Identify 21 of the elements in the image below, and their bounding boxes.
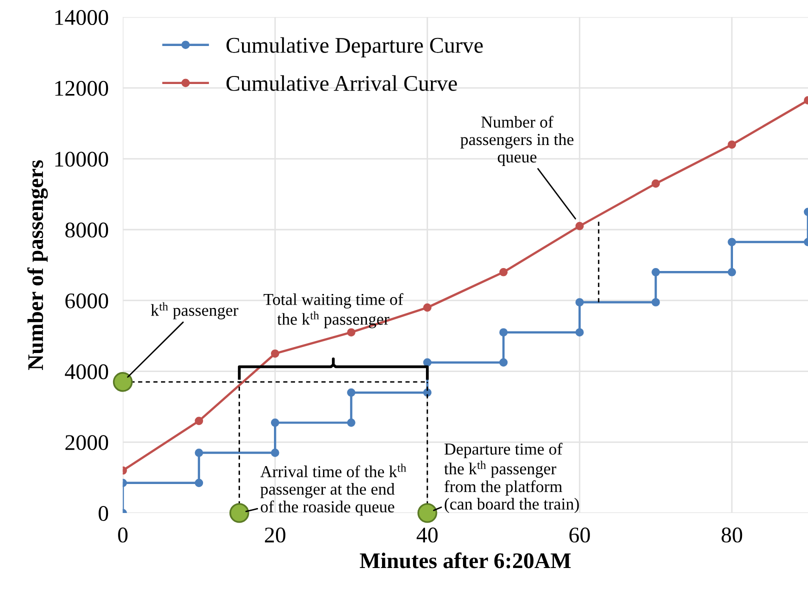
y-tick-label: 12000 [55, 80, 108, 96]
x-axis-title: Minutes after 6:20AM [360, 552, 571, 568]
annotation: k$^{th}$ passenger [150, 302, 238, 320]
x-tick-label: 0 [118, 528, 128, 543]
x-tick-label: 20 [264, 528, 286, 543]
y-tick-label: 6000 [65, 293, 108, 308]
y-tick-label: 2000 [65, 435, 108, 450]
annotation: Arrival time of the k$^{th}$ passenger at the end of the roaside queue [260, 464, 406, 516]
annotation: Number of passengers in the queue [460, 116, 574, 166]
annotation: Departure time of the k$^{th}$ passenger from the platform (can board the train) [444, 442, 579, 514]
y-tick-label: 8000 [65, 222, 108, 238]
y-tick-label: 4000 [64, 364, 108, 380]
legend-label: Cumulative Departure Curve [226, 37, 483, 58]
x-tick-label: 40 [416, 528, 438, 543]
y-tick-label: 10000 [55, 152, 108, 167]
y-axis-title: Number of passengers [27, 160, 48, 370]
x-tick-label: 60 [569, 528, 590, 543]
y-tick-label: 0 [98, 506, 108, 521]
x-tick-label: 80 [722, 528, 742, 543]
legend-label: Cumulative Arrival Curve [226, 75, 457, 91]
y-tick-label: 14000 [55, 10, 108, 26]
